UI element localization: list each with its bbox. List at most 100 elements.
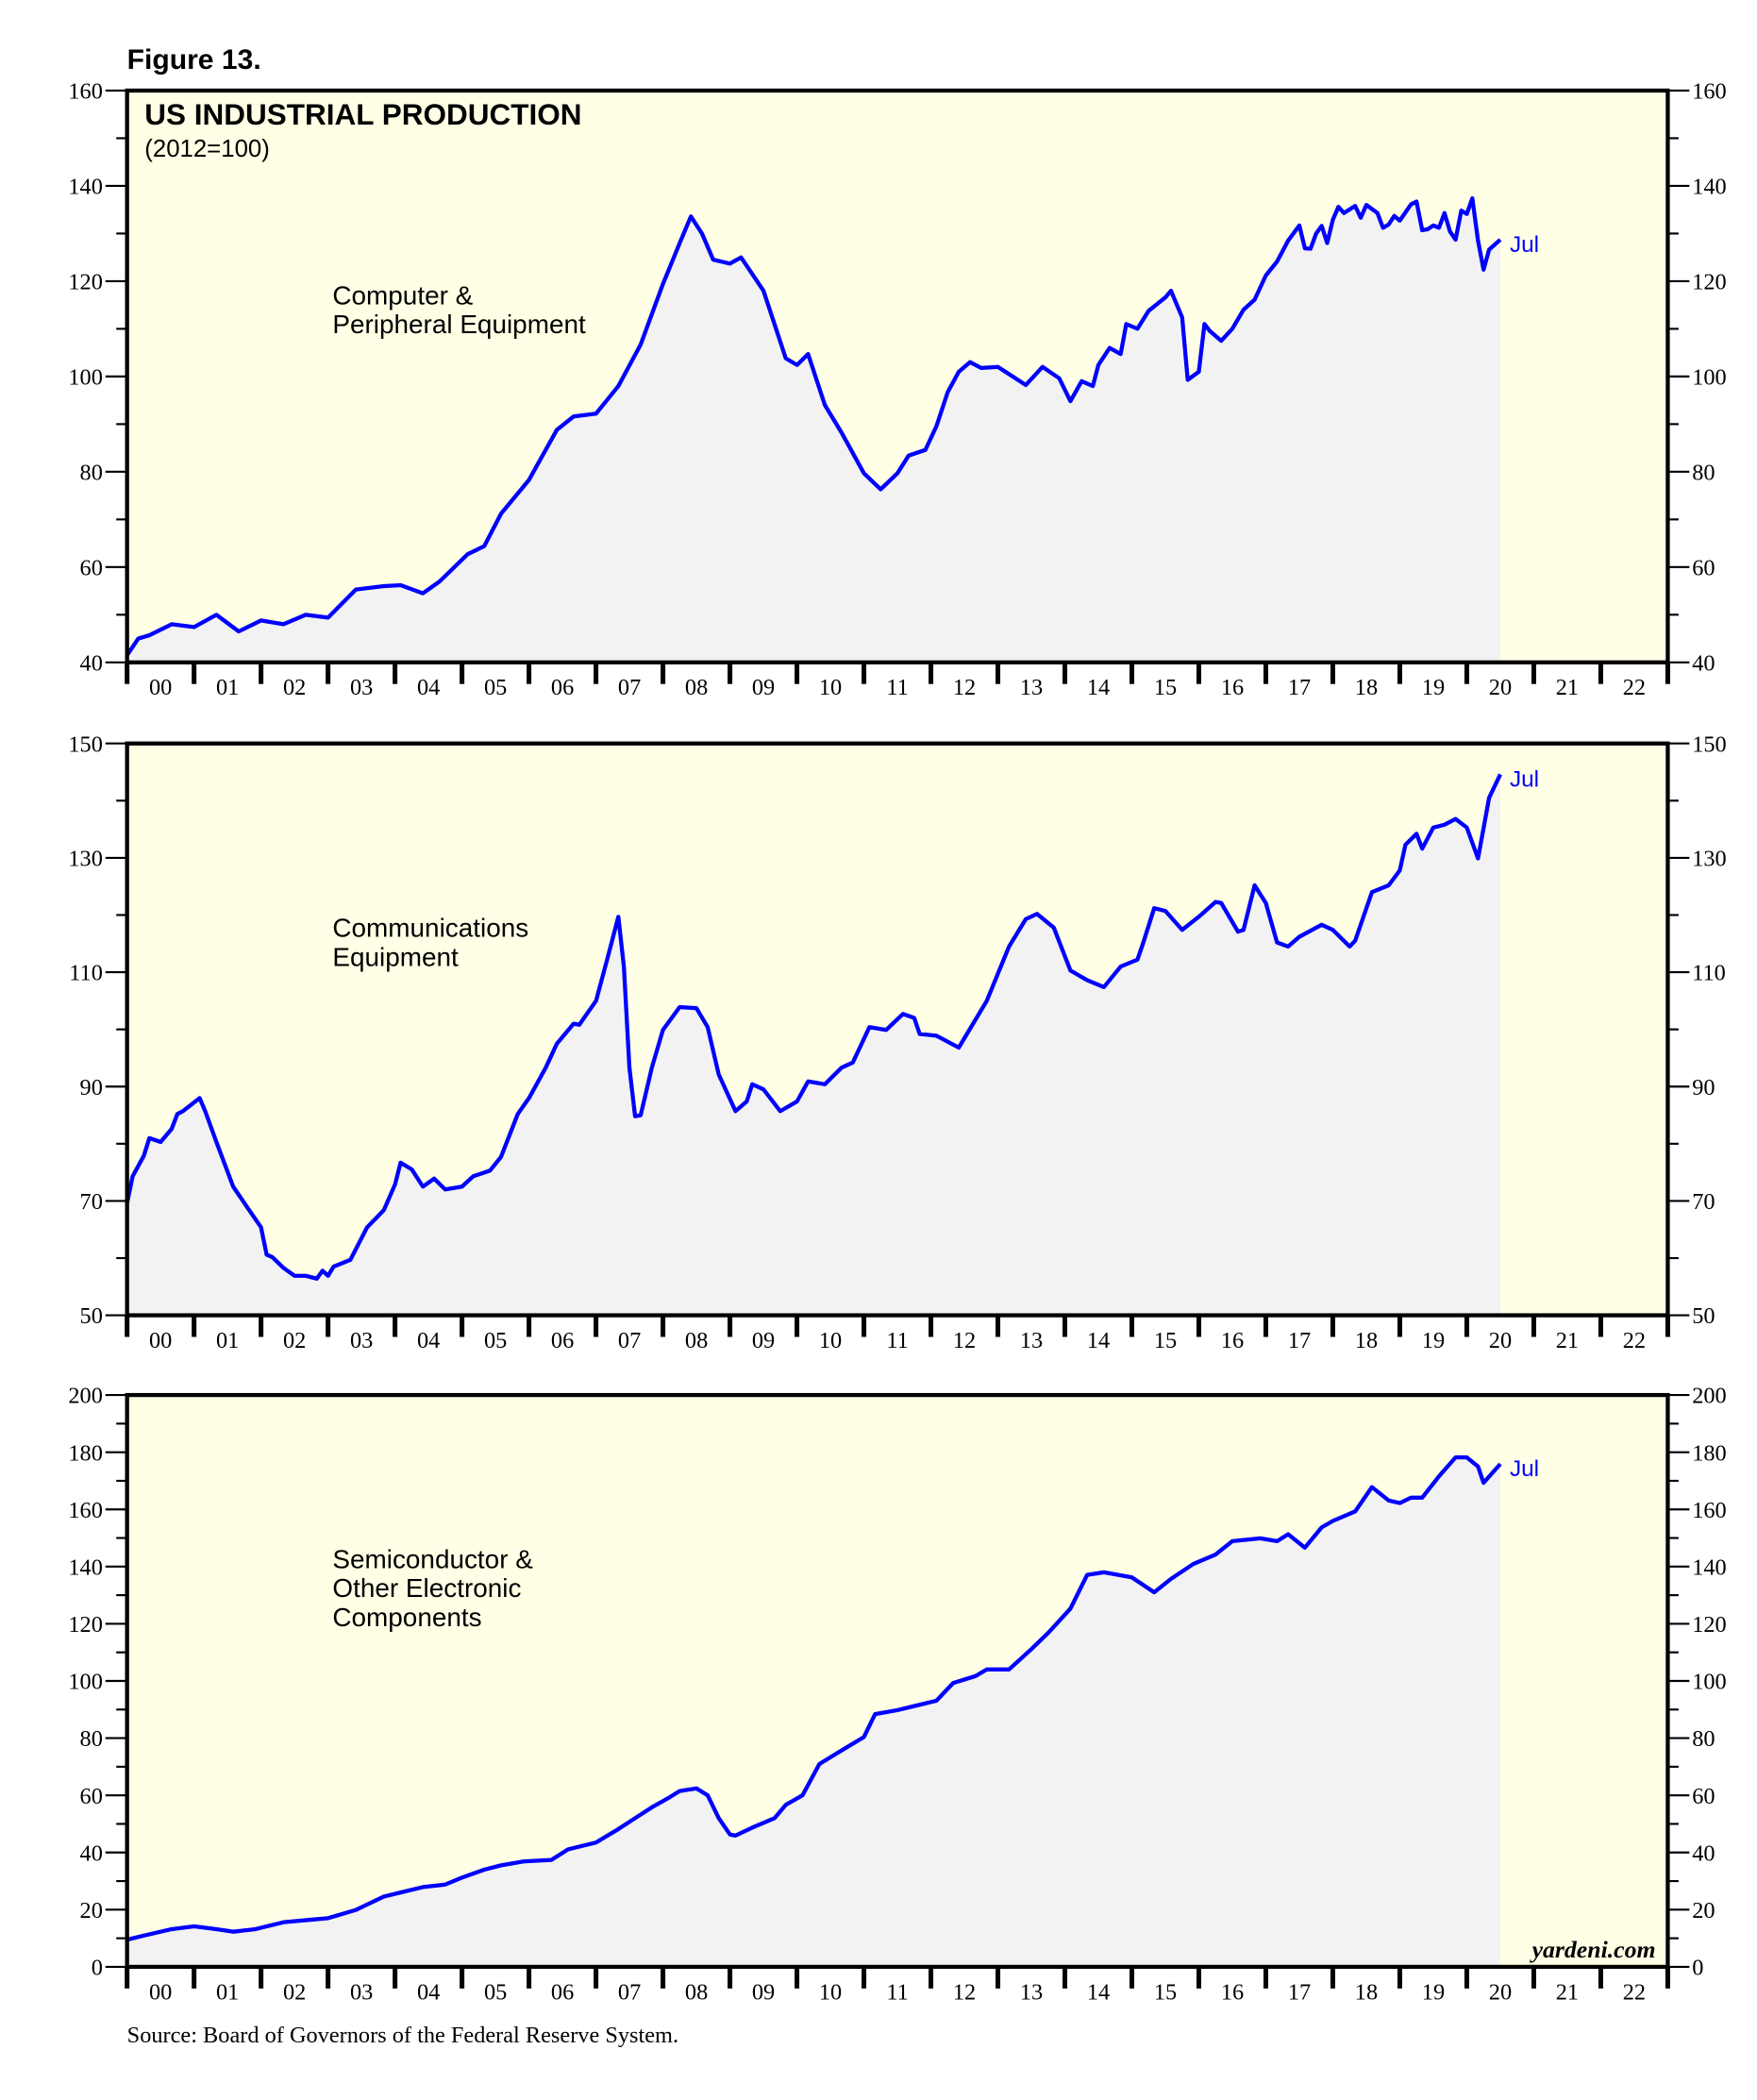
x-tick-label: 05 <box>484 1328 507 1353</box>
x-tick-label: 00 <box>149 675 172 700</box>
x-tick-label: 14 <box>1087 1979 1110 2005</box>
x-tick-label: 20 <box>1489 1328 1512 1353</box>
x-tick-label: 15 <box>1154 1979 1177 2005</box>
y-tick-label-left: 40 <box>80 1840 103 1866</box>
y-tick-label-left: 140 <box>68 1554 103 1580</box>
x-tick-label: 11 <box>886 1979 908 2005</box>
x-tick-label: 07 <box>618 1328 641 1353</box>
y-tick-label-left: 140 <box>68 175 103 200</box>
y-tick-label-right: 130 <box>1692 846 1727 871</box>
y-tick-label-right: 180 <box>1692 1440 1727 1466</box>
chart-panel-2: 50 50 70 70 90 90 110 110 130 130 150 150 00 01 02 03 04… <box>68 731 1726 1353</box>
y-tick-label-right: 0 <box>1692 1956 1703 1981</box>
x-tick-label: 15 <box>1154 1328 1177 1353</box>
end-label-jul: Jul <box>1510 232 1539 258</box>
y-tick-label-left: 120 <box>68 1612 103 1638</box>
y-tick-label-right: 110 <box>1692 961 1726 986</box>
y-tick-label-right: 160 <box>1692 1498 1727 1523</box>
y-tick-label-right: 100 <box>1692 364 1727 390</box>
y-tick-label-left: 110 <box>69 961 103 986</box>
x-tick-label: 18 <box>1355 1328 1378 1353</box>
y-tick-label-left: 180 <box>68 1440 103 1466</box>
x-tick-label: 19 <box>1422 675 1445 700</box>
y-tick-label-right: 120 <box>1692 1612 1727 1638</box>
x-tick-label: 00 <box>149 1979 172 2005</box>
source-note: Source: Board of Governors of the Federa… <box>127 2023 678 2048</box>
x-tick-label: 04 <box>417 675 440 700</box>
x-tick-label: 21 <box>1556 675 1579 700</box>
end-label-jul: Jul <box>1510 766 1539 792</box>
x-tick-label: 16 <box>1221 1979 1244 2005</box>
y-tick-label-right: 80 <box>1692 1726 1715 1752</box>
x-tick-label: 07 <box>618 675 641 700</box>
y-tick-label-left: 70 <box>80 1189 103 1215</box>
y-tick-label-right: 140 <box>1692 1554 1727 1580</box>
series-label: Equipment <box>332 942 459 971</box>
x-tick-label: 04 <box>417 1328 440 1353</box>
y-tick-label-left: 100 <box>68 364 103 390</box>
y-tick-label-left: 0 <box>92 1956 103 1981</box>
x-tick-label: 16 <box>1221 675 1244 700</box>
y-tick-label-left: 50 <box>80 1303 103 1329</box>
x-tick-label: 08 <box>685 1979 708 2005</box>
series-label: Semiconductor & <box>332 1544 533 1573</box>
chart-title: US INDUSTRIAL PRODUCTION <box>144 97 581 131</box>
x-tick-label: 06 <box>551 675 574 700</box>
x-tick-label: 06 <box>551 1979 574 2005</box>
chart-subtitle: (2012=100) <box>144 136 270 162</box>
series-label: Communications <box>332 914 528 943</box>
y-tick-label-right: 40 <box>1692 650 1715 676</box>
x-tick-label: 02 <box>283 1328 306 1353</box>
x-tick-label: 19 <box>1422 1979 1445 2005</box>
x-tick-label: 09 <box>752 675 775 700</box>
y-tick-label-right: 80 <box>1692 460 1715 485</box>
y-tick-label-left: 60 <box>80 1784 103 1809</box>
x-tick-label: 19 <box>1422 1328 1445 1353</box>
x-tick-label: 09 <box>752 1979 775 2005</box>
y-tick-label-right: 140 <box>1692 175 1727 200</box>
y-tick-label-left: 200 <box>68 1384 103 1409</box>
series-label: Components <box>332 1603 481 1632</box>
x-tick-label: 12 <box>953 675 976 700</box>
x-tick-label: 14 <box>1087 1328 1110 1353</box>
x-tick-label: 13 <box>1020 1328 1043 1353</box>
y-tick-label-left: 160 <box>68 1498 103 1523</box>
series-label: Other Electronic <box>332 1573 521 1603</box>
x-tick-label: 06 <box>551 1328 574 1353</box>
x-tick-label: 01 <box>216 675 239 700</box>
y-tick-label-left: 130 <box>68 846 103 871</box>
y-tick-label-left: 100 <box>68 1670 103 1695</box>
x-tick-label: 11 <box>886 1328 908 1353</box>
area-fill <box>126 1457 1500 1967</box>
x-tick-label: 13 <box>1020 675 1043 700</box>
y-tick-label-right: 200 <box>1692 1384 1727 1409</box>
y-tick-label-right: 120 <box>1692 270 1727 295</box>
x-tick-label: 21 <box>1556 1328 1579 1353</box>
y-tick-label-right: 100 <box>1692 1670 1727 1695</box>
y-tick-label-left: 60 <box>80 555 103 580</box>
x-tick-label: 03 <box>350 1328 373 1353</box>
x-tick-label: 21 <box>1556 1979 1579 2005</box>
area-fill <box>126 198 1500 663</box>
x-tick-label: 17 <box>1288 1328 1311 1353</box>
series-label: Peripheral Equipment <box>332 310 586 339</box>
x-tick-label: 05 <box>484 675 507 700</box>
x-tick-label: 09 <box>752 1328 775 1353</box>
x-tick-label: 22 <box>1623 675 1646 700</box>
x-tick-label: 22 <box>1623 1979 1646 2005</box>
x-tick-label: 18 <box>1355 675 1378 700</box>
y-tick-label-left: 80 <box>80 1726 103 1752</box>
x-tick-label: 02 <box>283 1979 306 2005</box>
x-tick-label: 11 <box>886 675 908 700</box>
y-tick-label-right: 90 <box>1692 1075 1715 1100</box>
y-tick-label-left: 20 <box>80 1898 103 1924</box>
chart-panel-1: 40 40 60 60 80 80 100 100 120 120 140 140 160 160 00 01… <box>68 79 1726 701</box>
x-tick-label: 10 <box>819 675 842 700</box>
x-tick-label: 03 <box>350 1979 373 2005</box>
x-tick-label: 07 <box>618 1979 641 2005</box>
figure-label: Figure 13. <box>127 44 261 76</box>
y-tick-label-right: 60 <box>1692 555 1715 580</box>
x-tick-label: 17 <box>1288 675 1311 700</box>
x-tick-label: 08 <box>685 1328 708 1353</box>
